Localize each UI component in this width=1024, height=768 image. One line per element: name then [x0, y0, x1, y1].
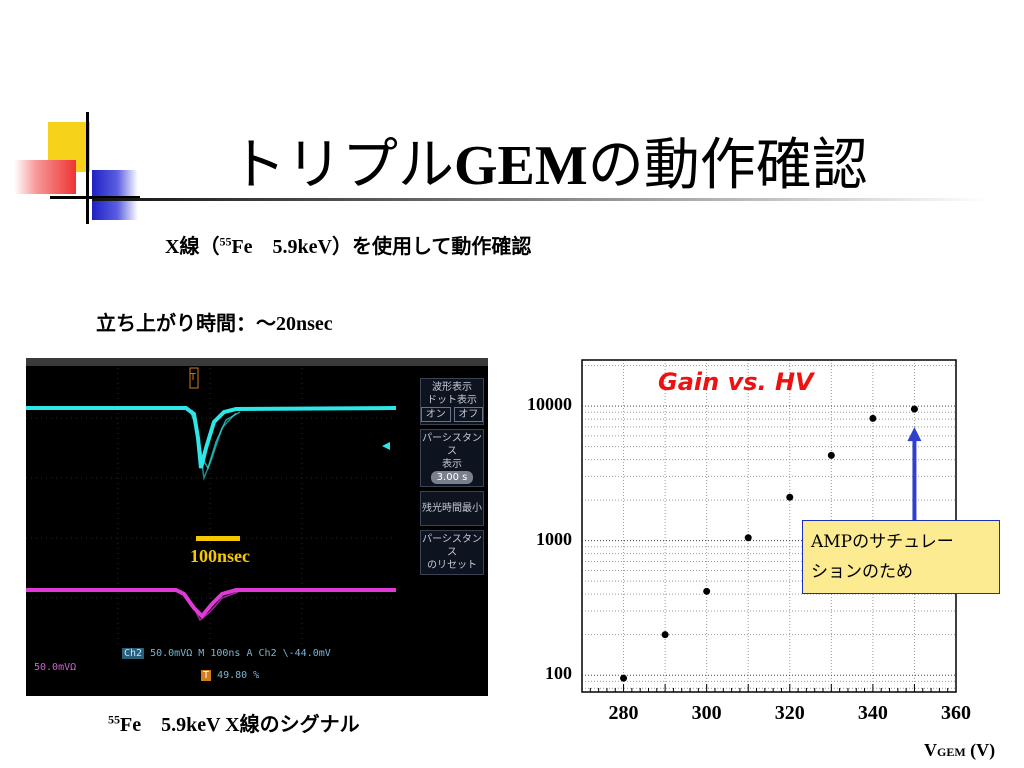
y-tick-label: 1000	[536, 528, 572, 549]
menu-persistence[interactable]: パーシスタンス 表示 3.00 s	[420, 429, 484, 487]
slide-title: トリプルGEMの動作確認	[230, 135, 868, 197]
time-scale-bar	[196, 536, 240, 541]
menu-min-afterglow[interactable]: 残光時間最小	[420, 491, 484, 526]
ch2-scale-label: 50.0mVΩ	[34, 662, 77, 673]
data-point	[786, 493, 794, 501]
xray-subtitle: X線（55Fe 5.9keV）を使用して動作確認	[165, 234, 532, 258]
x-tick-label: 320	[774, 702, 805, 724]
logo-red-bar	[14, 160, 76, 194]
scope-traces: T	[26, 358, 488, 648]
x-tick-label: 360	[941, 702, 971, 724]
logo-blue-square	[92, 170, 138, 220]
menu-persistence-reset[interactable]: パーシスタンス のリセット	[420, 530, 484, 575]
logo-vertical-line	[86, 112, 89, 224]
data-point	[703, 587, 711, 595]
menu-on[interactable]: オン	[421, 407, 451, 422]
chart-title: Gain vs. HV	[658, 368, 814, 396]
data-point	[869, 414, 877, 422]
y-tick-label: 10000	[527, 394, 572, 415]
x-axis-label: VGEM (V)	[924, 740, 996, 760]
title-underline	[92, 198, 992, 201]
menu-waveform-display[interactable]: 波形表示 ドット表示 オン オフ	[420, 378, 484, 425]
data-point	[744, 534, 752, 542]
data-point	[910, 405, 918, 413]
data-point	[620, 674, 628, 682]
y-tick-label: 100	[545, 663, 572, 684]
data-point	[827, 451, 835, 459]
rise-time-text: 立ち上がり時間：～20nsec	[96, 313, 333, 335]
x-tick-label: 280	[608, 702, 639, 724]
scope-menu: 波形表示 ドット表示 オン オフ パーシスタンス 表示 3.00 s 残光時間最小 パー…	[420, 378, 484, 579]
trigger-marker: T	[190, 372, 196, 383]
data-point	[661, 631, 669, 639]
saturation-note: AMPのサチュレー ションのため	[802, 520, 1000, 594]
trigger-position: T 49.80 %	[201, 670, 260, 681]
scope-caption: 55Fe 5.9keV X線のシグナル	[108, 712, 360, 736]
persistence-value: 3.00 s	[430, 471, 474, 484]
saturation-arrow-head	[907, 427, 922, 442]
scope-status-bar: Ch2 50.0mVΩ M 100ns A Ch2 \-44.0mV	[122, 648, 331, 659]
x-tick-label: 340	[857, 702, 888, 724]
menu-off[interactable]: オフ	[453, 407, 483, 422]
logo-horizontal-line	[50, 196, 140, 199]
time-scale-label: 100nsec	[190, 546, 250, 566]
x-tick-label: 300	[691, 702, 722, 724]
oscilloscope-image: T 波形表示 ドット表示 オン オフ パーシスタンス 表示 3.00 s 残光時間最小 …	[26, 358, 488, 696]
